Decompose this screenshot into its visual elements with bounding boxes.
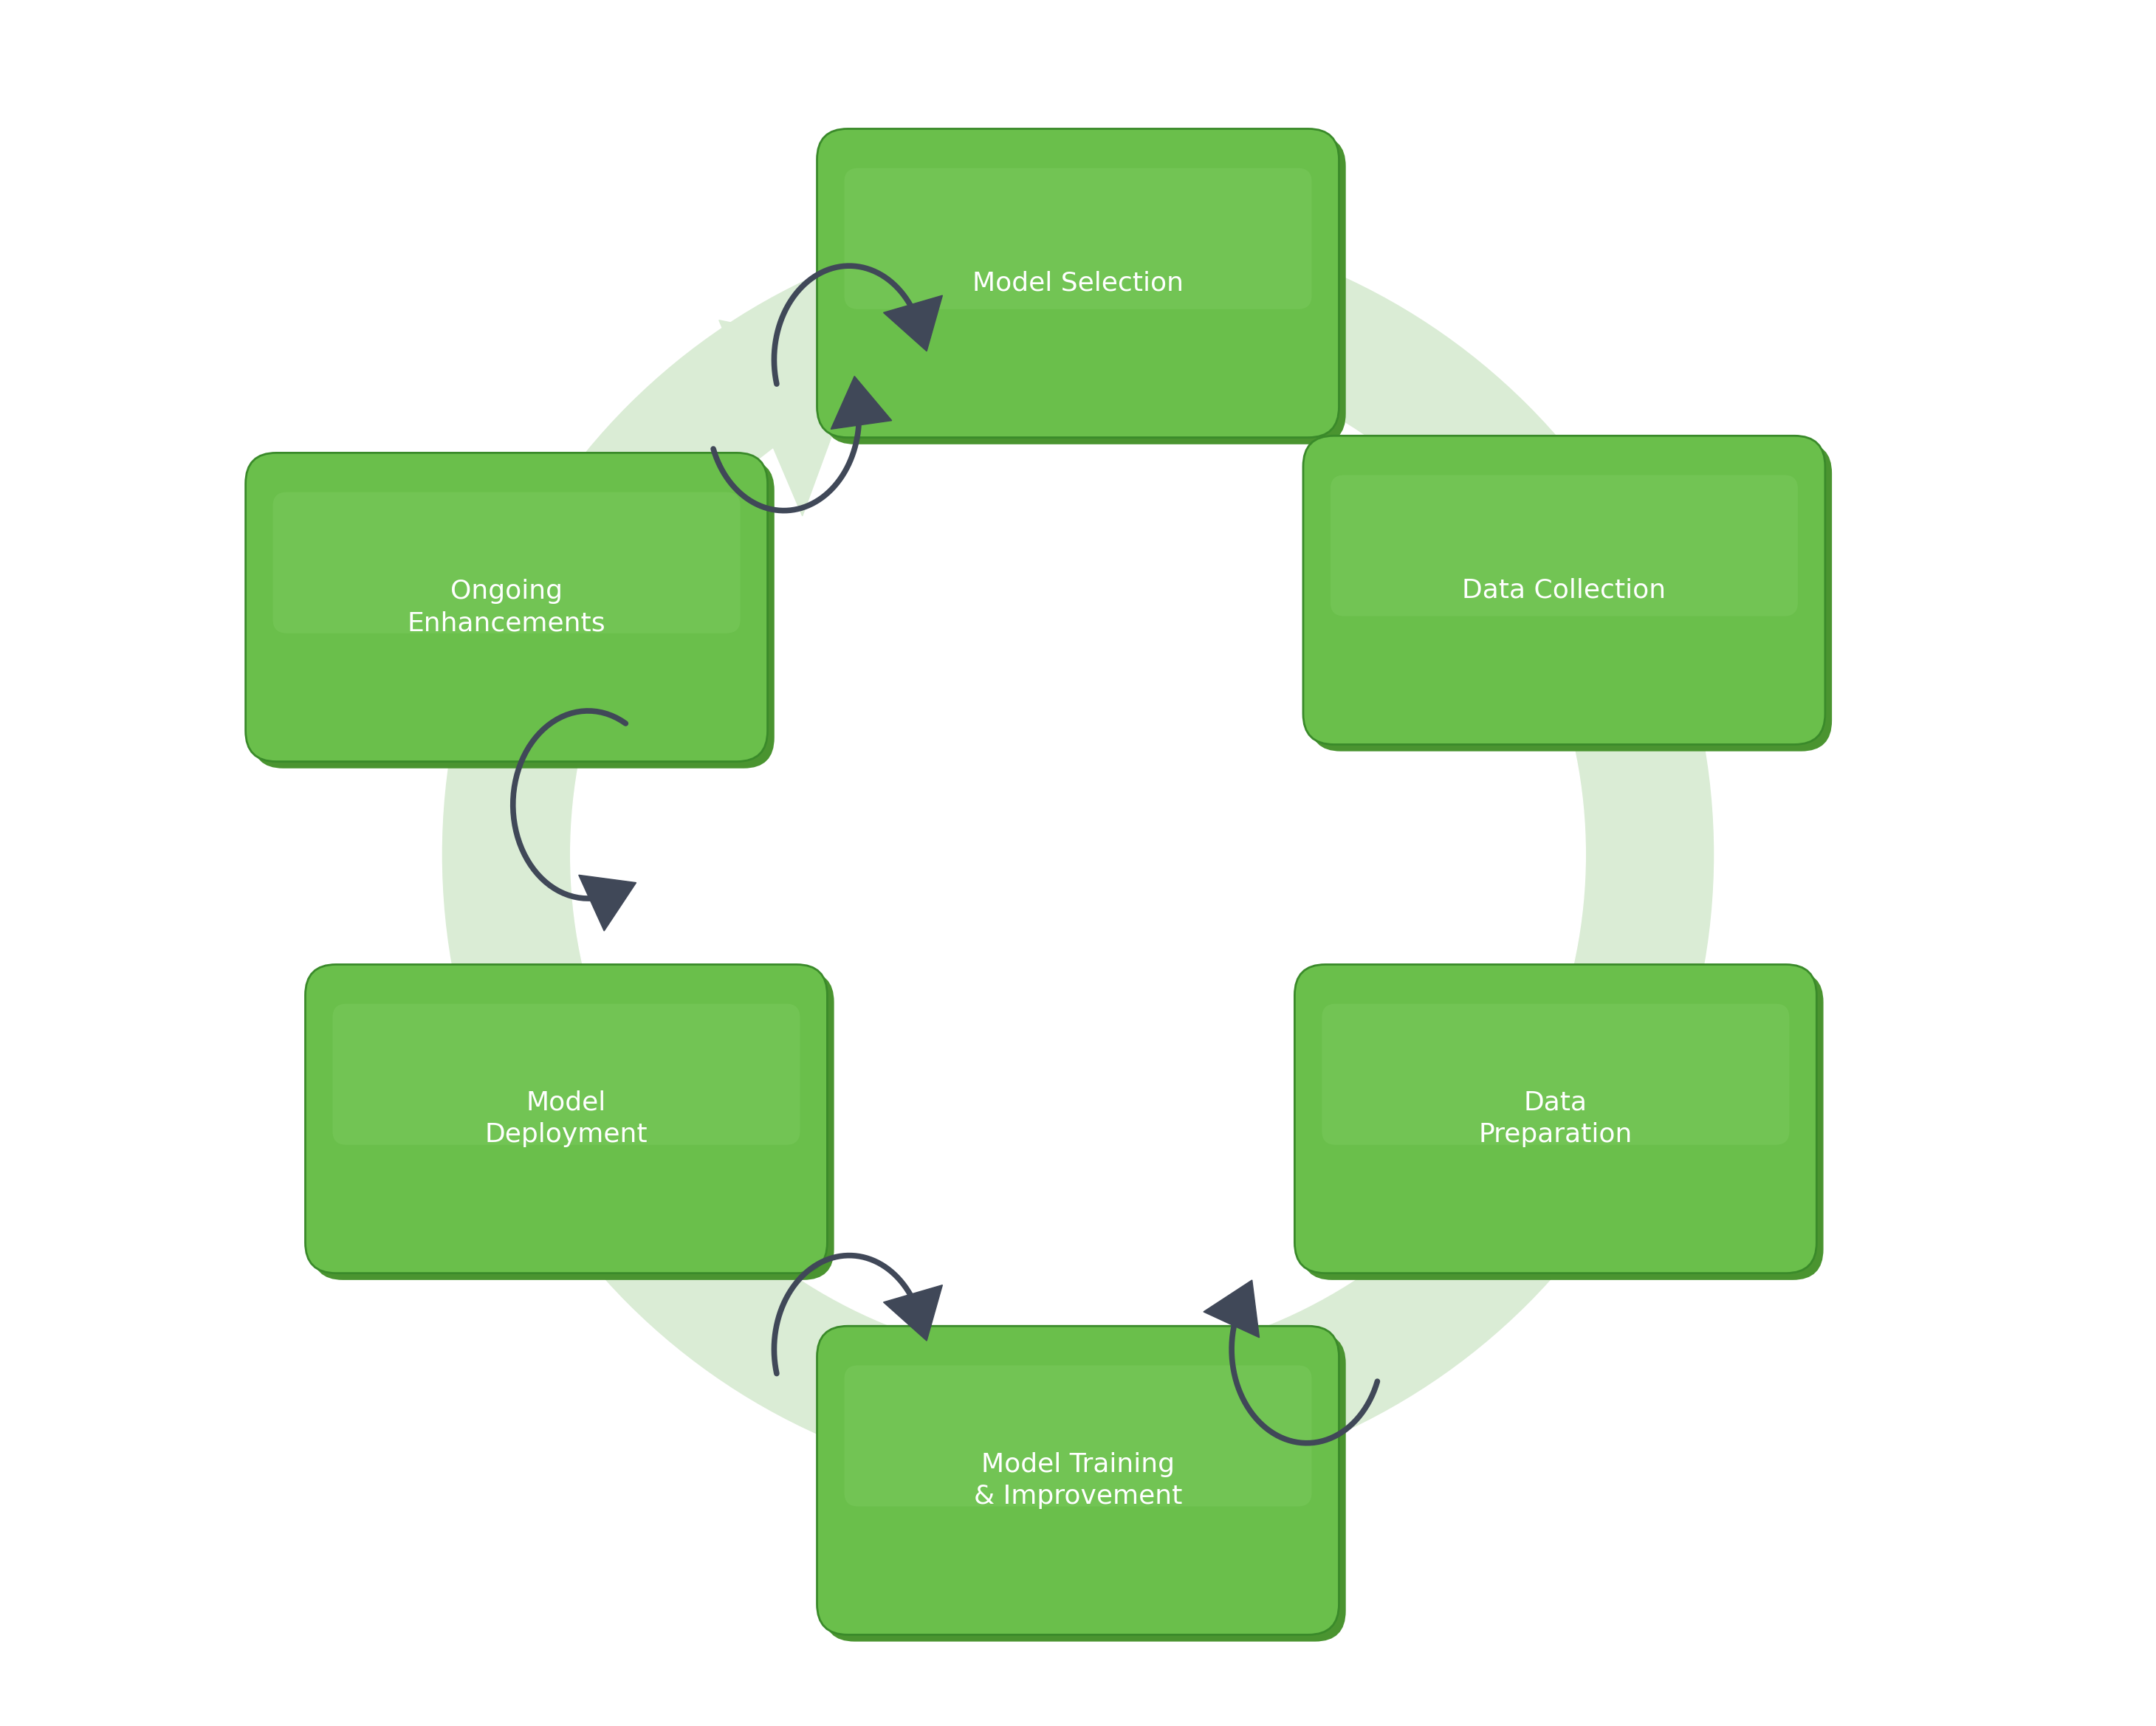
Text: Data
Preparation: Data Preparation <box>1479 1091 1632 1148</box>
FancyBboxPatch shape <box>845 1365 1311 1507</box>
FancyBboxPatch shape <box>1311 442 1833 751</box>
FancyBboxPatch shape <box>1302 435 1826 744</box>
Polygon shape <box>1203 1281 1259 1338</box>
FancyBboxPatch shape <box>332 1005 800 1144</box>
Text: Model
Deployment: Model Deployment <box>485 1091 647 1148</box>
FancyBboxPatch shape <box>252 459 774 768</box>
Text: Ongoing
Enhancements: Ongoing Enhancements <box>407 578 606 635</box>
FancyBboxPatch shape <box>824 1332 1345 1641</box>
FancyBboxPatch shape <box>845 167 1311 309</box>
FancyBboxPatch shape <box>1330 475 1798 616</box>
Polygon shape <box>578 875 636 930</box>
Polygon shape <box>884 1286 942 1341</box>
FancyBboxPatch shape <box>1294 965 1818 1274</box>
Text: Data Collection: Data Collection <box>1462 578 1667 602</box>
FancyBboxPatch shape <box>824 136 1345 444</box>
FancyBboxPatch shape <box>1322 1005 1789 1144</box>
FancyBboxPatch shape <box>313 972 834 1281</box>
FancyBboxPatch shape <box>817 1326 1339 1635</box>
FancyBboxPatch shape <box>306 965 828 1274</box>
FancyBboxPatch shape <box>817 129 1339 437</box>
FancyBboxPatch shape <box>1302 972 1824 1281</box>
Circle shape <box>571 347 1585 1362</box>
FancyBboxPatch shape <box>274 492 740 633</box>
Text: Model Selection: Model Selection <box>972 271 1184 295</box>
Polygon shape <box>884 295 942 350</box>
Polygon shape <box>718 321 862 516</box>
Text: Model Training
& Improvement: Model Training & Improvement <box>975 1452 1181 1509</box>
FancyBboxPatch shape <box>246 452 768 761</box>
Circle shape <box>442 219 1714 1490</box>
Polygon shape <box>830 376 893 430</box>
